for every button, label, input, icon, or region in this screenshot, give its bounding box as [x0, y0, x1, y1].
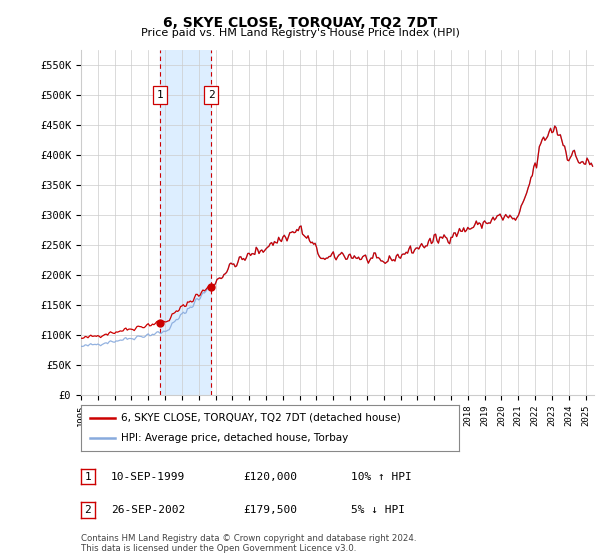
- Text: 1: 1: [157, 90, 164, 100]
- Text: HPI: Average price, detached house, Torbay: HPI: Average price, detached house, Torb…: [121, 433, 348, 444]
- Text: 1: 1: [85, 472, 91, 482]
- Text: 5% ↓ HPI: 5% ↓ HPI: [351, 505, 405, 515]
- Text: 2: 2: [208, 90, 215, 100]
- Text: 6, SKYE CLOSE, TORQUAY, TQ2 7DT (detached house): 6, SKYE CLOSE, TORQUAY, TQ2 7DT (detache…: [121, 413, 400, 423]
- Text: Price paid vs. HM Land Registry's House Price Index (HPI): Price paid vs. HM Land Registry's House …: [140, 28, 460, 38]
- Bar: [160, 50, 211, 395]
- Text: £179,500: £179,500: [243, 505, 297, 515]
- Text: 6, SKYE CLOSE, TORQUAY, TQ2 7DT: 6, SKYE CLOSE, TORQUAY, TQ2 7DT: [163, 16, 437, 30]
- Text: Contains HM Land Registry data © Crown copyright and database right 2024.
This d: Contains HM Land Registry data © Crown c…: [81, 534, 416, 553]
- Text: 26-SEP-2002: 26-SEP-2002: [111, 505, 185, 515]
- Text: 2: 2: [85, 505, 91, 515]
- Text: 10% ↑ HPI: 10% ↑ HPI: [351, 472, 412, 482]
- Text: 10-SEP-1999: 10-SEP-1999: [111, 472, 185, 482]
- Text: £120,000: £120,000: [243, 472, 297, 482]
